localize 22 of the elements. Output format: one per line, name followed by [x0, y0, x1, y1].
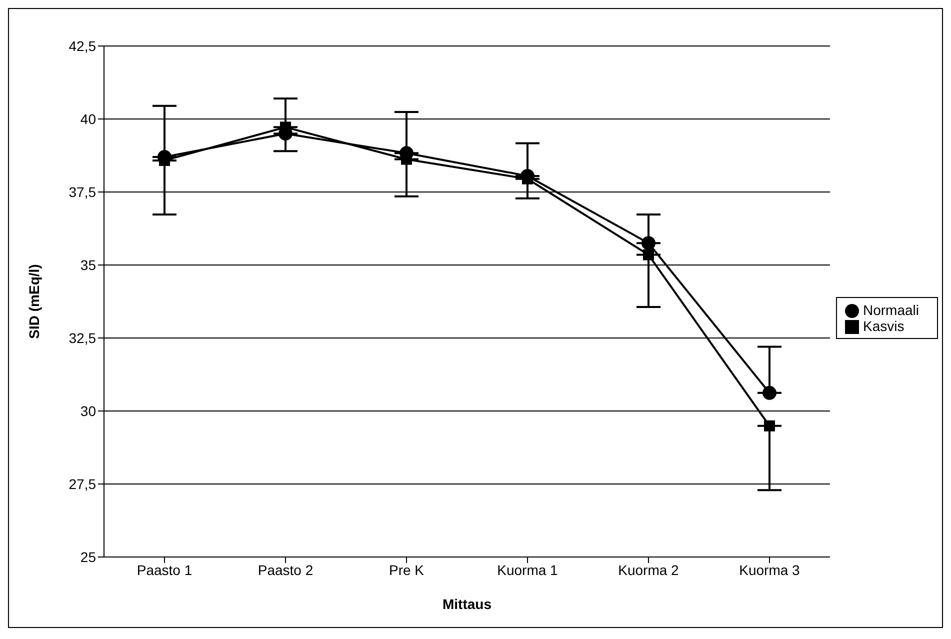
y-tick-label: 30 — [80, 402, 96, 419]
x-tick-label: Kuorma 3 — [739, 562, 800, 578]
y-tick-label: 35 — [80, 256, 96, 273]
x-tick-label: Pre K — [388, 562, 425, 578]
point — [762, 386, 776, 400]
y-tick-label: 40 — [80, 110, 96, 127]
legend-label: Kasvis — [862, 318, 904, 334]
y-tick-label: 32,5 — [68, 330, 96, 346]
point — [642, 249, 654, 260]
point — [641, 236, 656, 250]
point — [764, 420, 775, 432]
y-tick-label: 25 — [80, 548, 96, 565]
y-axis-title: SID (mEq/l) — [26, 264, 42, 339]
legend-label: Normaali — [862, 302, 919, 318]
y-tick-label: 27,5 — [68, 476, 96, 492]
x-tick-label: Kuorma 1 — [497, 562, 558, 578]
x-tick-label: Kuorma 2 — [618, 562, 680, 578]
y-tick-label: 37,5 — [68, 184, 96, 200]
y-tick-label: 42,5 — [68, 38, 96, 54]
x-tick-label: Paasto 2 — [258, 562, 314, 578]
x-tick-label: Paasto 1 — [136, 562, 192, 578]
x-axis-title: Mittaus — [442, 596, 492, 612]
